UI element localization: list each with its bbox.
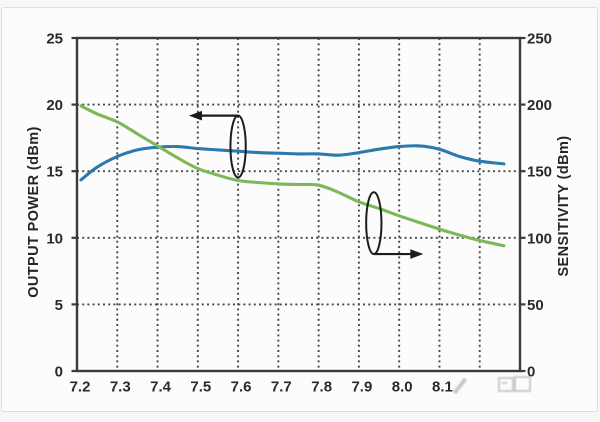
x-tick-label: 7.5	[190, 379, 211, 396]
y-left-tick-label: 25	[46, 31, 63, 48]
y-axis-right-title: SENSITIVITY (dBm)	[556, 135, 572, 277]
y-right-tick-label: 0	[527, 364, 535, 381]
y-left-ticks: 0 5 10 15 20 25	[46, 31, 77, 381]
right-axis-callout-arrowhead-icon	[410, 249, 424, 259]
chart-card	[1, 7, 598, 412]
series-output-power	[79, 144, 506, 182]
y-axis-left-title: OUTPUT POWER (dBm)	[26, 126, 42, 298]
left-axis-callout-arrowhead-icon	[188, 110, 202, 121]
y-left-tick-label: 5	[55, 297, 63, 314]
y-left-tick-label: 10	[46, 230, 63, 247]
y-left-tick-label: 20	[46, 97, 63, 114]
y-gridlines	[77, 103, 520, 306]
x-tick-label: 7.2	[70, 379, 91, 396]
y-right-tick-label: 250	[527, 31, 552, 48]
x-tick-label: 8.0	[392, 379, 413, 396]
x-gridlines	[116, 38, 481, 371]
x-tick-label: 7.7	[271, 379, 292, 396]
y-left-tick-label: 0	[55, 364, 63, 381]
x-tick-label: 7.9	[351, 379, 372, 396]
x-ticks: 7.2 7.3 7.4 7.5 7.6 7.7 7.8 7.9 8.0 8.1	[70, 379, 453, 396]
y-left-tick-label: 15	[46, 164, 63, 181]
series-sensitivity	[79, 104, 506, 248]
left-axis-callout-ellipse	[229, 114, 247, 179]
x-tick-label: 7.6	[231, 379, 252, 396]
y-right-tick-label: 150	[527, 164, 552, 181]
x-tick-label: 8.1	[432, 379, 453, 396]
x-tick-label: 7.8	[311, 379, 332, 396]
y-right-tick-label: 100	[527, 230, 552, 247]
x-tick-label: 7.3	[110, 379, 131, 396]
annotations	[188, 110, 424, 259]
y-right-tick-label: 50	[527, 297, 544, 314]
x-tick-label: 7.4	[150, 379, 172, 396]
y-right-ticks: 0 50 100 150 200 250	[520, 31, 552, 381]
y-right-tick-label: 200	[527, 97, 552, 114]
right-axis-callout-ellipse	[365, 191, 383, 256]
plot-frame	[75, 36, 522, 373]
